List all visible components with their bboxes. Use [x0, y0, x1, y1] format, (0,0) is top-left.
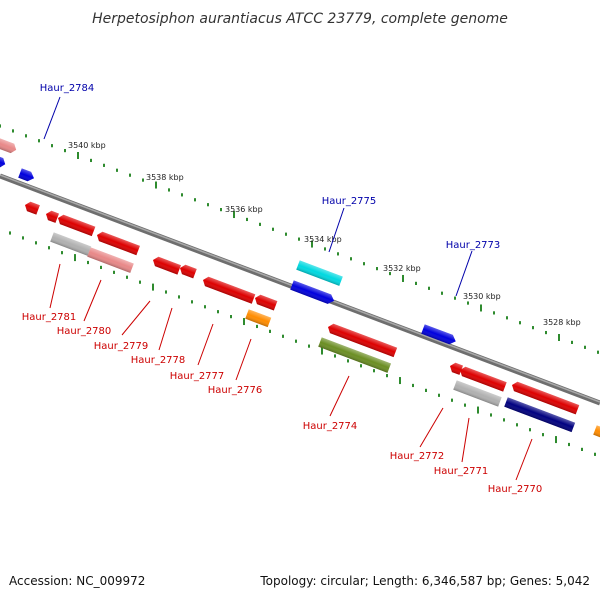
scale-label-3530: 3530 kbp	[463, 292, 501, 301]
gene-arrow-forward-blue-mid[interactable]	[290, 280, 336, 305]
gene-arrow-reverse-red-6[interactable]	[178, 263, 197, 279]
map-title: Herpetosiphon aurantiacus ATCC 23779, co…	[92, 11, 508, 27]
leader-line-haur-2775	[328, 207, 345, 253]
scale-label-3534: 3534 kbp	[304, 235, 342, 244]
gene-arrow-haur-2772[interactable]	[453, 380, 502, 407]
leader-line-haur-2771	[461, 417, 470, 463]
leader-line-haur-2779	[121, 300, 151, 336]
gene-arrow-reverse-red-3[interactable]	[56, 213, 96, 237]
gene-arrow-reverse-red-1[interactable]	[23, 200, 40, 215]
leader-line-haur-2776	[235, 338, 252, 381]
gene-arrow-reverse-red-11[interactable]	[510, 380, 580, 415]
leader-line-haur-2777	[197, 323, 214, 366]
gene-label-haur-2779[interactable]: Haur_2779	[94, 341, 149, 352]
gene-label-haur-2781[interactable]: Haur_2781	[22, 312, 77, 323]
leader-line-haur-2774	[329, 375, 350, 417]
gene-arrow-haur-2771[interactable]	[458, 365, 507, 392]
scale-label-3532: 3532 kbp	[383, 264, 421, 273]
accession-text: Accession: NC_009972	[9, 574, 145, 588]
gene-label-haur-2774[interactable]: Haur_2774	[303, 421, 358, 432]
gene-arrow-haur-2780[interactable]	[87, 247, 134, 273]
gene-label-haur-2773[interactable]: Haur_2773	[446, 240, 501, 251]
gene-label-haur-2770[interactable]: Haur_2770	[488, 484, 543, 495]
gene-arrow-haur-2784[interactable]	[18, 168, 36, 183]
leader-line-haur-2780	[83, 279, 102, 322]
gene-arrow-reverse-red-8[interactable]	[253, 293, 278, 311]
leader-line-haur-2781	[49, 263, 61, 309]
leader-line-haur-2772	[419, 407, 444, 448]
gene-arrow-reverse-red-4[interactable]	[95, 230, 140, 256]
gene-arrow-forward-blue-edge[interactable]	[0, 155, 7, 169]
scale-ticks-outer	[0, 124, 599, 354]
scale-ticks-inner	[9, 231, 596, 456]
leader-line-haur-2770	[515, 438, 533, 481]
gene-label-haur-2780[interactable]: Haur_2780	[57, 326, 112, 337]
gene-label-haur-2778[interactable]: Haur_2778	[131, 355, 186, 366]
gene-label-haur-2777[interactable]: Haur_2777	[170, 371, 225, 382]
gene-label-haur-2776[interactable]: Haur_2776	[208, 385, 263, 396]
scale-label-3536: 3536 kbp	[225, 205, 263, 214]
gene-arrow-haur-2776[interactable]	[245, 309, 272, 328]
gene-arrow-haur-2770[interactable]	[504, 397, 576, 433]
gene-arrow-reverse-red-2[interactable]	[44, 209, 59, 223]
gene-arrow-haur-2775[interactable]	[296, 260, 343, 286]
gene-arrow-reverse-orange-edge[interactable]	[593, 425, 600, 440]
leader-line-haur-2784	[43, 96, 61, 140]
gene-arrow-haur-2773[interactable]	[421, 324, 457, 346]
scale-label-3528: 3528 kbp	[543, 318, 581, 327]
gene-arrow-haur-2781[interactable]	[50, 232, 92, 256]
gene-arrow-haur-2774[interactable]	[318, 337, 391, 373]
gene-label-haur-2772[interactable]: Haur_2772	[390, 451, 445, 462]
gene-label-haur-2784[interactable]: Haur_2784	[40, 83, 95, 94]
gene-label-haur-2775[interactable]: Haur_2775	[322, 196, 377, 207]
gene-arrow-reverse-red-5[interactable]	[151, 255, 181, 275]
leader-line-haur-2778	[158, 307, 173, 351]
gene-arrow-forward-pink[interactable]	[0, 135, 18, 154]
gene-label-haur-2771[interactable]: Haur_2771	[434, 466, 489, 477]
leader-line-haur-2773	[455, 250, 473, 297]
gene-arrow-reverse-red-9[interactable]	[326, 322, 398, 358]
scale-label-3538: 3538 kbp	[146, 173, 184, 182]
genome-summary-text: Topology: circular; Length: 6,346,587 bp…	[259, 574, 590, 588]
gene-arrow-reverse-red-10[interactable]	[448, 361, 463, 375]
gene-arrow-reverse-red-7[interactable]	[201, 275, 256, 304]
scale-label-3540: 3540 kbp	[68, 141, 106, 150]
